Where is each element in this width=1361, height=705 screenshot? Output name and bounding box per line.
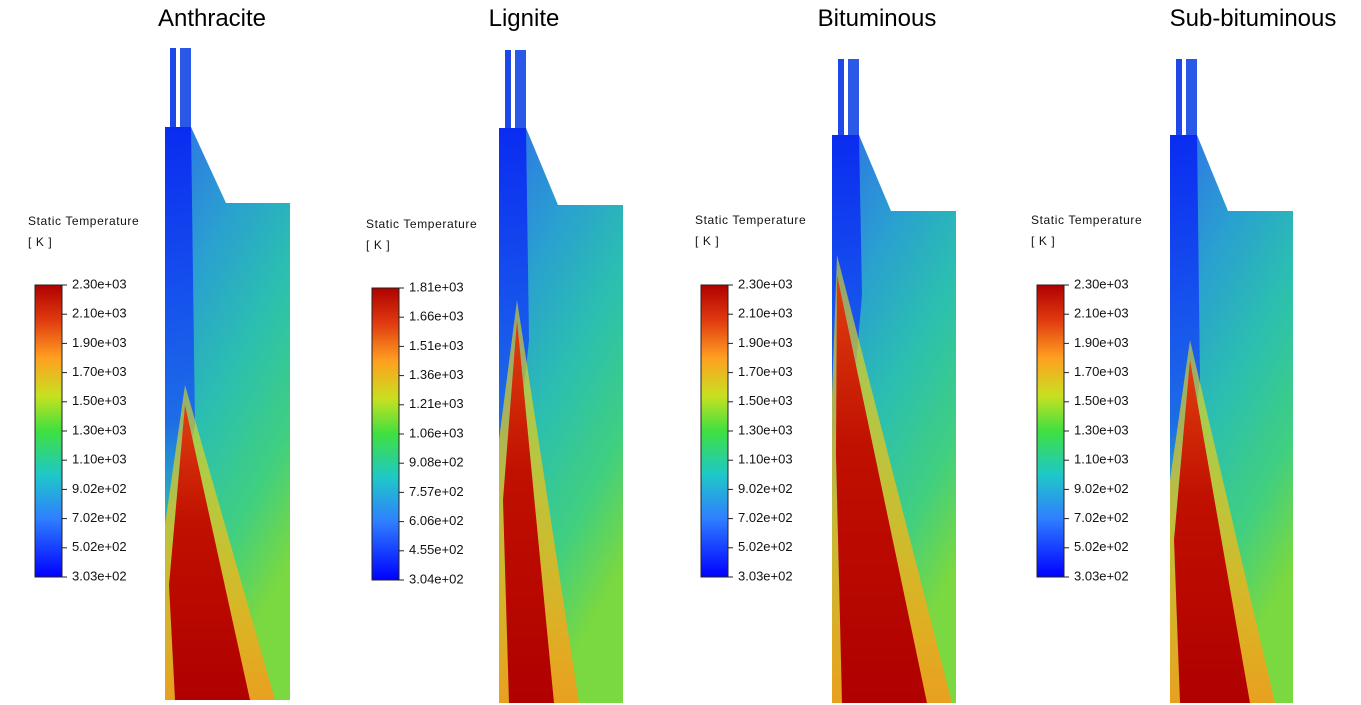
flame-core bbox=[1174, 360, 1250, 703]
colorbar-label: 5.02e+02 bbox=[72, 539, 127, 554]
legend-title: Static Temperature bbox=[695, 213, 806, 227]
flame-core bbox=[503, 320, 554, 703]
colorbar-label: 4.55e+02 bbox=[409, 542, 464, 557]
legend-title: Static Temperature bbox=[28, 214, 139, 228]
colorbar-label: 1.50e+03 bbox=[72, 393, 127, 408]
nozzle bbox=[505, 50, 511, 130]
legend-unit: [ K ] bbox=[695, 234, 719, 248]
contour-panel: Anthracite Static Temperature [ K ] 2.30e+0… bbox=[28, 5, 290, 700]
nozzle bbox=[848, 59, 859, 137]
colorbar-label: 1.10e+03 bbox=[1074, 452, 1129, 467]
panel-title: Bituminous bbox=[818, 5, 937, 32]
panel-title: Anthracite bbox=[158, 5, 266, 32]
colorbar-label: 1.30e+03 bbox=[1074, 422, 1129, 437]
colorbar-label: 1.36e+03 bbox=[409, 367, 464, 382]
panel-title: Sub-bituminous bbox=[1170, 5, 1337, 32]
contour-panel: Lignite Static Temperature [ K ] 1.81e+03 1.… bbox=[366, 5, 623, 703]
colorbar-label: 1.90e+03 bbox=[72, 335, 127, 350]
contour-panel: Bituminous Static Temperature [ K ] 2.30e+0… bbox=[695, 5, 956, 703]
colorbar-label: 1.70e+03 bbox=[738, 364, 793, 379]
colorbar-label: 7.02e+02 bbox=[72, 510, 127, 525]
contour-panel: Sub-bituminous Static Temperature [ K ] 2.3… bbox=[1031, 5, 1336, 703]
nozzle bbox=[1186, 59, 1197, 137]
legend-unit: [ K ] bbox=[28, 235, 52, 249]
colorbar-label: 1.81e+03 bbox=[409, 279, 464, 294]
colorbar-label: 9.08e+02 bbox=[409, 455, 464, 470]
colorbar-label: 2.10e+03 bbox=[72, 306, 127, 321]
colorbar bbox=[700, 284, 729, 578]
colorbar-label: 1.66e+03 bbox=[409, 309, 464, 324]
colorbar-label: 3.03e+02 bbox=[738, 568, 793, 583]
legend-title: Static Temperature bbox=[1031, 213, 1142, 227]
colorbar-label: 1.21e+03 bbox=[409, 396, 464, 411]
colorbar-label: 1.70e+03 bbox=[72, 364, 127, 379]
colorbar-label: 1.30e+03 bbox=[72, 422, 127, 437]
colorbar-label: 1.30e+03 bbox=[738, 422, 793, 437]
colorbar-label: 1.51e+03 bbox=[409, 338, 464, 353]
colorbar-label: 3.04e+02 bbox=[409, 571, 464, 586]
colorbar-label: 7.57e+02 bbox=[409, 484, 464, 499]
nozzle bbox=[180, 48, 191, 129]
colorbar-label: 9.02e+02 bbox=[1074, 481, 1129, 496]
legend-unit: [ K ] bbox=[1031, 234, 1055, 248]
colorbar-label: 2.30e+03 bbox=[738, 276, 793, 291]
colorbar-label: 1.06e+03 bbox=[409, 425, 464, 440]
legend-title: Static Temperature bbox=[366, 217, 477, 231]
colorbar-label: 1.70e+03 bbox=[1074, 364, 1129, 379]
colorbar-label: 1.10e+03 bbox=[72, 452, 127, 467]
colorbar-label: 2.10e+03 bbox=[738, 306, 793, 321]
colorbar-label: 1.90e+03 bbox=[738, 335, 793, 350]
colorbar-label: 7.02e+02 bbox=[738, 510, 793, 525]
colorbar-label: 5.02e+02 bbox=[738, 539, 793, 554]
nozzle bbox=[515, 50, 526, 130]
nozzle bbox=[838, 59, 844, 137]
colorbar-label: 2.30e+03 bbox=[72, 276, 127, 291]
colorbar-label: 2.30e+03 bbox=[1074, 276, 1129, 291]
colorbar bbox=[1036, 284, 1065, 578]
panel-title: Lignite bbox=[489, 5, 560, 32]
colorbar-label: 3.03e+02 bbox=[1074, 568, 1129, 583]
colorbar-label: 2.10e+03 bbox=[1074, 306, 1129, 321]
colorbar bbox=[371, 287, 400, 581]
colorbar-label: 9.02e+02 bbox=[72, 481, 127, 496]
colorbar-label: 9.02e+02 bbox=[738, 481, 793, 496]
colorbar-label: 7.02e+02 bbox=[1074, 510, 1129, 525]
colorbar-label: 1.50e+03 bbox=[738, 393, 793, 408]
colorbar-label: 6.06e+02 bbox=[409, 513, 464, 528]
colorbar-label: 5.02e+02 bbox=[1074, 539, 1129, 554]
legend-unit: [ K ] bbox=[366, 238, 390, 252]
colorbar-label: 1.50e+03 bbox=[1074, 393, 1129, 408]
nozzle bbox=[1176, 59, 1182, 137]
colorbar-label: 1.10e+03 bbox=[738, 452, 793, 467]
flame-core bbox=[169, 405, 250, 700]
nozzle bbox=[170, 48, 176, 129]
colorbar bbox=[34, 284, 63, 578]
colorbar-label: 3.03e+02 bbox=[72, 568, 127, 583]
colorbar-label: 1.90e+03 bbox=[1074, 335, 1129, 350]
flame-core bbox=[836, 275, 927, 703]
